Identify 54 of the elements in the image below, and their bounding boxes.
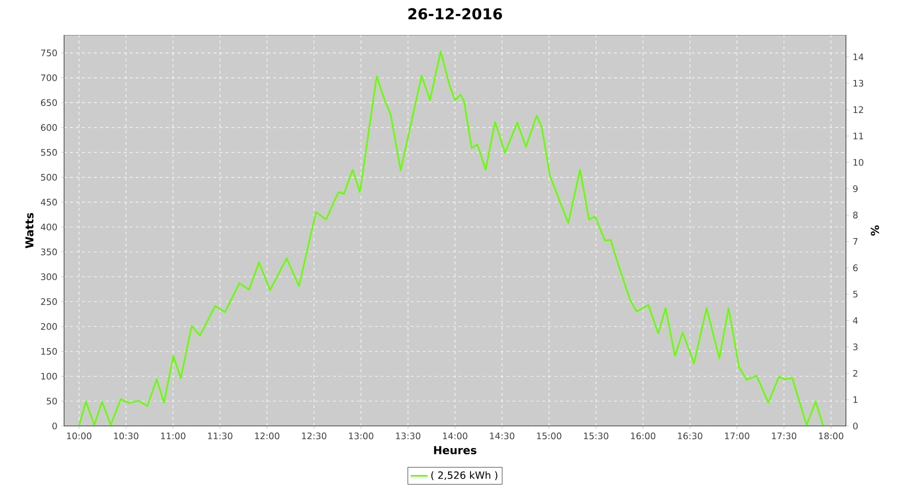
y2-axis-title: % [870, 225, 880, 236]
y-tick-label: 150 [41, 348, 57, 355]
y2-tick-label: 9 [853, 185, 858, 192]
x-tick-label: 14:30 [490, 432, 514, 440]
y-tick-label: 350 [41, 248, 57, 256]
x-axis-title: Heures [434, 446, 476, 454]
y2-tick-label: 1 [854, 396, 858, 403]
x-tick-label: 10:00 [67, 432, 92, 440]
x-tick-label: 15:30 [584, 432, 608, 440]
x-tick-label: 17:30 [772, 432, 796, 440]
y-tick-label: 750 [41, 50, 57, 56]
y2-tick-label: 8 [853, 212, 858, 218]
x-tick-label: 18:00 [819, 432, 844, 440]
y2-tick-label: 13 [854, 80, 864, 87]
y2-tick-label: 14 [854, 54, 864, 60]
y2-tick-label: 6 [853, 264, 858, 272]
y-tick-label: 500 [41, 174, 57, 181]
y2-tick-label: 12 [854, 106, 864, 113]
y-tick-label: 550 [41, 149, 57, 156]
y-tick-label: 50 [46, 398, 57, 405]
y2-tick-label: 4 [852, 317, 858, 324]
x-tick-label: 13:00 [349, 432, 374, 440]
y2-tick-label: 7 [853, 238, 858, 245]
x-tick-label: 10:30 [114, 432, 138, 440]
x-tick-label: 15:00 [537, 432, 562, 440]
y2-tick-label: 2 [853, 370, 858, 377]
y-tick-label: 400 [40, 224, 57, 230]
chart-title: 26-12-2016 [408, 8, 502, 20]
x-tick-label: 16:30 [678, 432, 702, 440]
y2-tick-label: 0 [853, 422, 858, 430]
y2-tick-label: 5 [853, 290, 858, 298]
y-tick-label: 650 [40, 99, 57, 106]
x-tick-label: 12:00 [255, 432, 280, 440]
y-tick-label: 450 [40, 198, 57, 206]
legend-label: ( 2,526 kWh ) [431, 471, 498, 480]
y-tick-label: 0 [52, 422, 57, 430]
y-tick-label: 300 [41, 273, 57, 280]
y-axis-title: Watts [25, 212, 34, 248]
x-tick-label: 12:30 [302, 432, 326, 440]
y-tick-label: 700 [41, 74, 57, 82]
x-tick-label: 17:00 [725, 432, 750, 440]
y2-tick-label: 10 [854, 158, 864, 166]
x-tick-label: 13:30 [396, 432, 420, 440]
y-tick-label: 100 [41, 372, 57, 380]
x-tick-label: 14:00 [443, 432, 468, 440]
y2-tick-label: 3 [853, 344, 858, 350]
y2-tick-label: 11 [854, 132, 864, 140]
x-tick-label: 11:00 [161, 432, 186, 440]
line-series [78, 50, 832, 426]
y-tick-label: 600 [40, 124, 57, 131]
y-tick-label: 200 [41, 323, 57, 330]
y-tick-label: 250 [41, 298, 57, 306]
x-tick-label: 11:30 [208, 432, 232, 440]
x-tick-label: 16:00 [631, 432, 656, 440]
